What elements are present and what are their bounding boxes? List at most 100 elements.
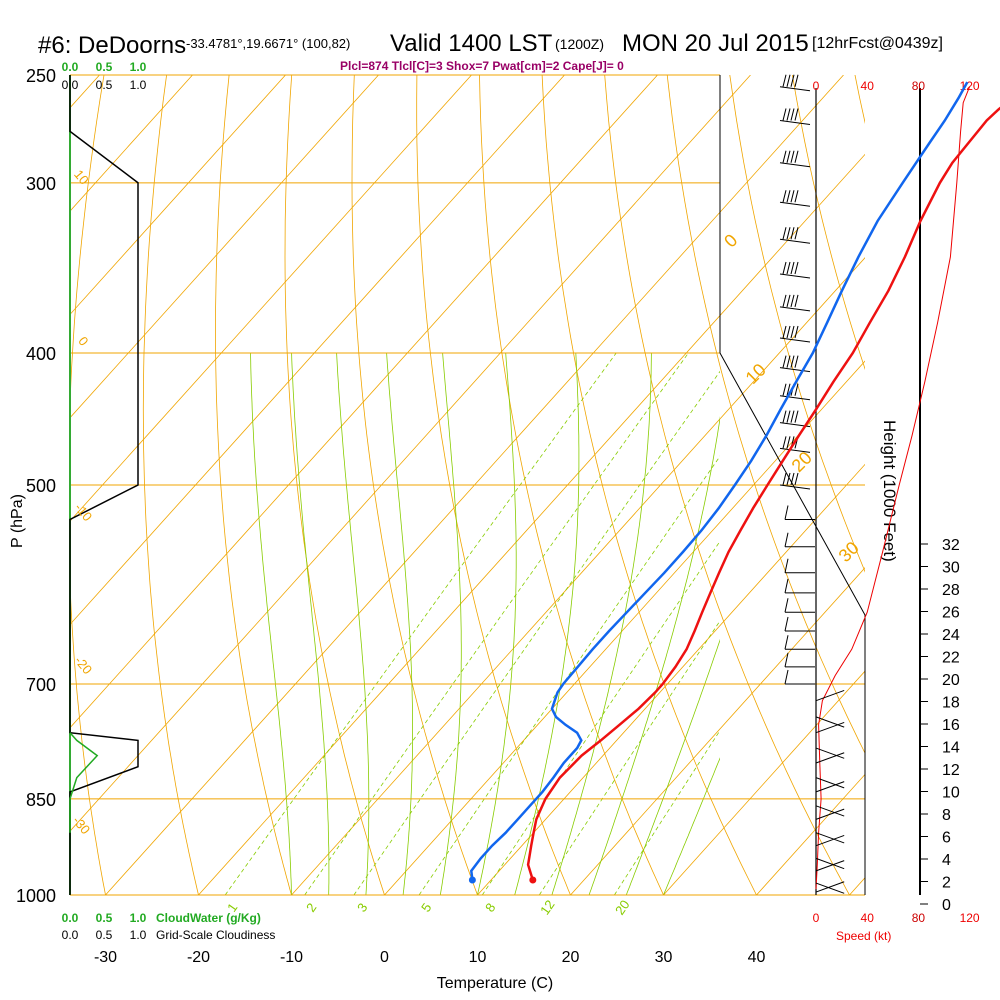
wind-barb: [815, 860, 845, 872]
dry-adiabat-lines: [0, 0, 865, 895]
isotherm-line: [70, 75, 379, 419]
wind-barb: [779, 162, 811, 168]
isotherm-label: 0: [720, 230, 741, 251]
cloudwater-tick-top: 0.0: [62, 60, 79, 74]
wind-barb-feather: [794, 410, 799, 423]
x-axis-label: Temperature (C): [437, 975, 553, 992]
speed-tick-bottom: 80: [912, 911, 926, 925]
dry-adiabat-line: [351, 75, 478, 895]
moist-adiabat-line: [291, 353, 330, 895]
height-tick-label: 30: [942, 560, 960, 577]
moist-adiabat-line: [477, 353, 517, 895]
isotherm-label: 20: [788, 448, 816, 476]
height-tick-label: 18: [942, 695, 960, 712]
height-tick-label: 14: [942, 740, 960, 757]
wind-barb: [815, 689, 845, 702]
wind-barb-feather: [784, 505, 789, 520]
cloudiness-tick-top: 0.5: [96, 78, 113, 92]
wind-barb: [779, 337, 811, 343]
wind-barb: [815, 777, 845, 789]
wind-barb-feather: [794, 227, 799, 240]
wind-barb-feather: [784, 558, 789, 573]
dry-adiabat-line: [142, 75, 199, 895]
wind-barb: [815, 834, 845, 847]
wind-barb: [815, 857, 845, 870]
mixing-ratio-lines: [224, 353, 720, 895]
height-tick-label: 2: [942, 875, 951, 892]
mixing-ratio-line: [353, 370, 720, 895]
speed-tick-bottom: 40: [861, 911, 875, 925]
cloudiness-tick-top: 1.0: [130, 78, 147, 92]
wind-barb: [815, 808, 845, 820]
wind-barb-feather: [794, 74, 799, 87]
wind-barb-feather: [794, 150, 799, 163]
pressure-tick-label: 850: [26, 790, 56, 810]
temperature-surface-point: [529, 876, 537, 884]
wind-barb-feather: [784, 532, 789, 547]
temperature-tick-label: -30: [94, 949, 117, 966]
cloudwater-tick-bottom: 0.0: [62, 911, 79, 925]
background-grid: [0, 0, 865, 896]
wind-barbs: [779, 74, 845, 894]
wind-barb: [779, 367, 811, 373]
wind-barb-feather: [790, 410, 795, 423]
wind-barb-feather: [782, 383, 787, 396]
dry-adiabat-label: -30: [70, 813, 94, 837]
wind-barb: [779, 120, 811, 126]
wind-barb: [779, 395, 811, 401]
wind-barb-feather: [786, 436, 791, 449]
temperature-tick-label: -20: [187, 949, 210, 966]
wind-barb-feather: [790, 355, 795, 368]
temperature-tick-label: 30: [655, 949, 673, 966]
dry-adiabat-line: [729, 75, 865, 573]
wind-barb-feather: [786, 74, 791, 87]
pressure-lines: [70, 74, 865, 896]
height-tick-label: 16: [942, 717, 960, 734]
wind-barb: [779, 238, 811, 244]
wind-barb-feather: [782, 410, 787, 423]
dry-adiabat-line: [479, 75, 664, 895]
wind-barb: [815, 805, 845, 817]
wind-barb-feather: [786, 150, 791, 163]
wind-barb: [779, 484, 811, 490]
moist-adiabat-line: [250, 353, 292, 895]
chart-title: #6: DeDoorns: [38, 32, 187, 59]
height-tick-label: 26: [942, 605, 960, 622]
wind-barb-feather: [790, 261, 795, 275]
mixing-ratio-line: [481, 540, 720, 895]
moist-adiabat-line: [336, 353, 370, 895]
wind-barb-feather: [786, 227, 791, 240]
mixing-ratio-label: 12: [537, 897, 558, 917]
wind-barb: [815, 882, 845, 894]
speed-tick-top: 0: [813, 79, 820, 93]
wind-barb: [779, 306, 811, 312]
height-tick-label: 10: [942, 785, 960, 802]
moist-adiabat-line: [625, 638, 720, 895]
height-tick-label: 6: [942, 830, 951, 847]
moist-adiabat-line: [514, 353, 580, 895]
wind-barb: [779, 447, 811, 453]
wind-barb-feather: [784, 669, 789, 685]
dry-adiabat-line: [604, 75, 850, 895]
right-boundary: [719, 75, 866, 895]
wind-barb-feather: [790, 150, 795, 163]
wind-barb-feather: [794, 355, 799, 368]
moist-adiabat-line: [439, 353, 462, 895]
dry-adiabat-line: [0, 0, 70, 895]
dry-adiabat-line: [541, 75, 757, 895]
wind-barb-feather: [794, 383, 799, 396]
forecast-info: [12hrFcst@0439z]: [812, 35, 943, 52]
cloudwater-tick-bottom: 0.5: [96, 911, 113, 925]
valid-time: Valid 1400 LST: [390, 30, 553, 57]
wind-barb: [815, 752, 845, 764]
isotherm-label: 10: [742, 360, 770, 388]
height-tick-label: 4: [942, 852, 951, 869]
wind-barb: [779, 273, 811, 279]
mixing-ratio-line: [224, 353, 617, 895]
dry-adiabat-line: [416, 75, 571, 895]
mixing-ratio-line: [614, 729, 720, 895]
dry-adiabat-line: [791, 75, 865, 371]
temperature-line: [526, 106, 1000, 881]
